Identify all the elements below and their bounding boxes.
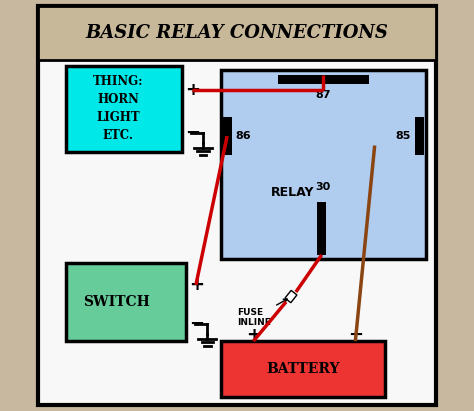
Bar bbox=[285, 291, 297, 302]
Text: FUSE
INLINE: FUSE INLINE bbox=[237, 299, 287, 327]
Bar bbox=[220, 341, 385, 397]
Text: RELAY: RELAY bbox=[271, 186, 314, 199]
Text: −: − bbox=[185, 124, 200, 142]
Text: +: + bbox=[189, 276, 204, 294]
Bar bbox=[278, 75, 368, 84]
Bar bbox=[415, 117, 424, 155]
Text: 86: 86 bbox=[236, 131, 251, 141]
Text: 85: 85 bbox=[396, 131, 411, 141]
Text: 30: 30 bbox=[316, 182, 331, 192]
Bar bbox=[223, 117, 232, 155]
Text: THING:
HORN
LIGHT
ETC.: THING: HORN LIGHT ETC. bbox=[93, 75, 144, 143]
Bar bbox=[220, 70, 426, 259]
Text: −: − bbox=[189, 315, 204, 333]
Text: +: + bbox=[185, 81, 200, 99]
Bar bbox=[317, 202, 326, 255]
Text: BASIC RELAY CONNECTIONS: BASIC RELAY CONNECTIONS bbox=[86, 24, 388, 42]
Bar bbox=[66, 263, 186, 341]
Text: +: + bbox=[246, 326, 261, 344]
Text: SWITCH: SWITCH bbox=[83, 295, 150, 309]
Bar bbox=[66, 66, 182, 152]
Text: 87: 87 bbox=[316, 90, 331, 99]
Text: BATTERY: BATTERY bbox=[266, 362, 339, 376]
Bar bbox=[37, 6, 437, 60]
Text: −: − bbox=[348, 326, 363, 344]
